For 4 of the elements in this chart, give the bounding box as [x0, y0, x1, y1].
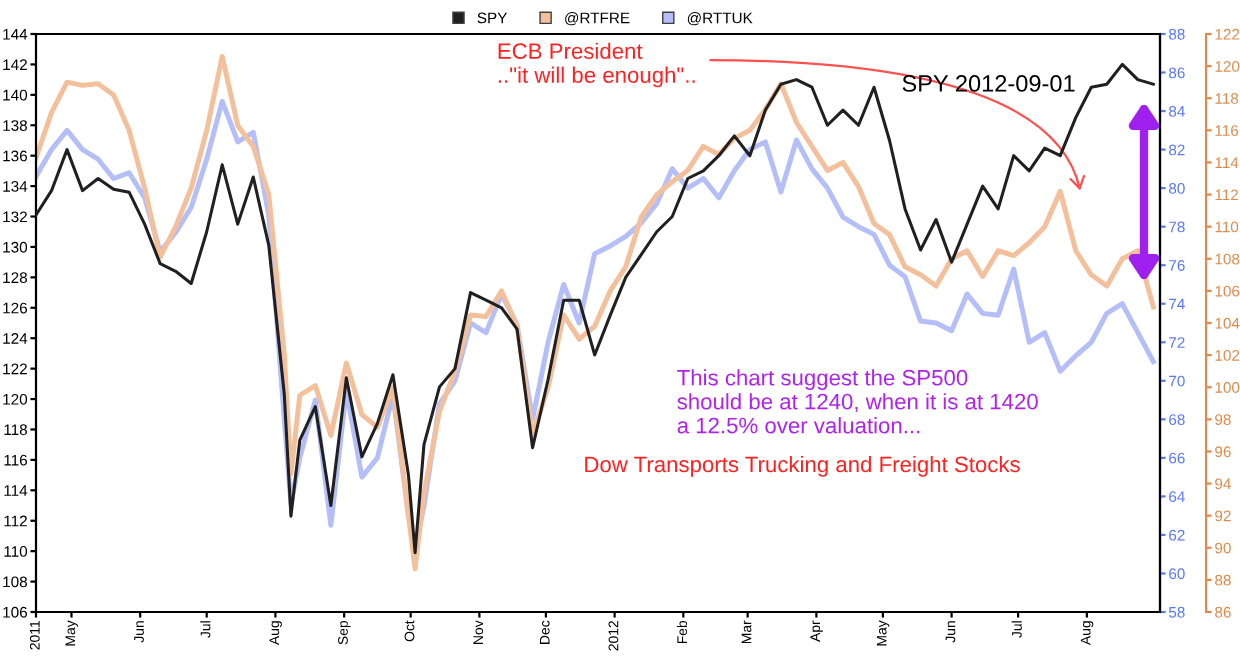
annotation: SPY 2012-09-01: [902, 75, 1075, 92]
annotation: This chart suggest the SP500 should be at 1240, when it is at 1420 a 12.5% over valuation...: [677, 369, 1038, 434]
annotation: ECB President .."it will be enough"..: [498, 42, 695, 88]
annotation: Dow Transports Trucking and Freight Stocks: [585, 455, 1020, 477]
